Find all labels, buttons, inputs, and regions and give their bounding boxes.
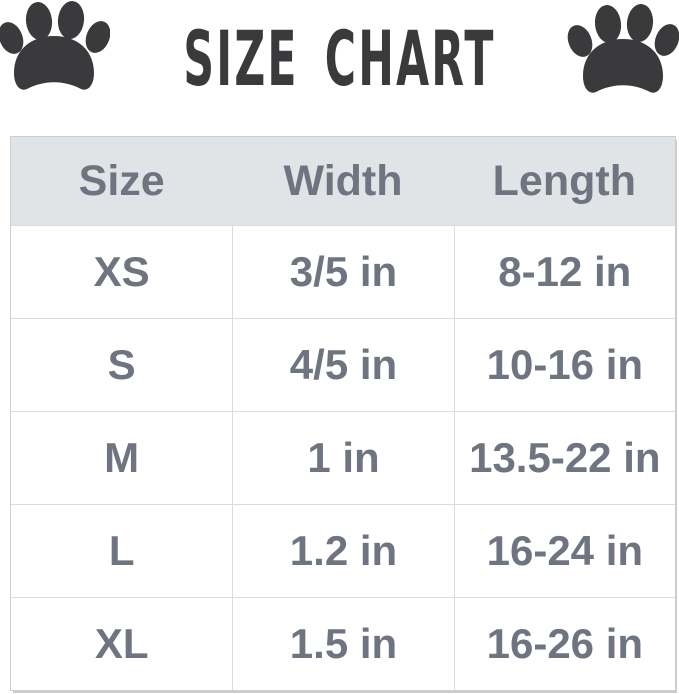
table-row: XS 3/5 in 8-12 in xyxy=(11,225,675,318)
page-title: SIZE CHART xyxy=(183,14,496,103)
column-header-width: Width xyxy=(283,156,403,205)
table-row: L 1.2 in 16-24 in xyxy=(11,504,675,597)
cell-size: S xyxy=(107,341,136,388)
table-row: M 1 in 13.5-22 in xyxy=(11,411,675,504)
cell-size: L xyxy=(108,527,135,574)
cell-width: 1 in xyxy=(232,412,453,504)
cell-length: 13.5-22 in xyxy=(453,412,675,504)
table-header-row: Size Width Length xyxy=(11,137,675,225)
cell-width: 4/5 in xyxy=(232,319,453,411)
table-row: XL 1.5 in 16-26 in xyxy=(11,597,675,690)
banner: SIZE CHART xyxy=(0,0,679,136)
column-header-length: Length xyxy=(492,156,636,205)
table-row: S 4/5 in 10-16 in xyxy=(11,318,675,411)
size-table: Size Width Length XS 3/5 in 8-12 in S 4/… xyxy=(10,136,676,691)
cell-length: 16-26 in xyxy=(453,598,675,690)
column-header-size: Size xyxy=(78,156,165,205)
cell-length: 10-16 in xyxy=(453,319,675,411)
cell-width: 1.5 in xyxy=(232,598,453,690)
cell-width: 1.2 in xyxy=(232,505,453,597)
cell-size: XL xyxy=(94,620,149,667)
cell-width: 3/5 in xyxy=(232,226,453,318)
cell-size: XS xyxy=(93,248,150,295)
paw-icon xyxy=(0,0,110,102)
cell-size: M xyxy=(104,434,140,481)
cell-length: 8-12 in xyxy=(453,226,675,318)
cell-length: 16-24 in xyxy=(453,505,675,597)
paw-icon xyxy=(567,3,679,105)
